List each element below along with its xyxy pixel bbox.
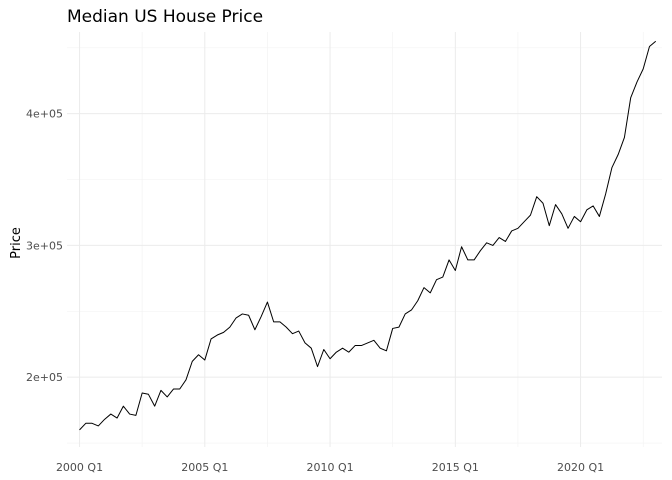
price-series-line [79, 40, 657, 431]
y-tick-label: 4e+05 [26, 108, 63, 121]
x-axis-ticks: 2000 Q1 2005 Q1 2010 Q1 2015 Q1 2020 Q1 [56, 461, 604, 474]
y-tick-label: 2e+05 [26, 371, 63, 384]
y-axis-ticks: 2e+05 3e+05 4e+05 [26, 108, 63, 384]
x-tick-label: 2020 Q1 [557, 461, 604, 474]
chart-title: Median US House Price [67, 7, 263, 27]
y-tick-label: 3e+05 [26, 239, 63, 252]
x-tick-label: 2000 Q1 [56, 461, 103, 474]
y-axis-title: Price [9, 227, 24, 259]
x-tick-label: 2010 Q1 [306, 461, 353, 474]
x-tick-label: 2015 Q1 [432, 461, 479, 474]
grid [67, 32, 662, 447]
x-tick-label: 2005 Q1 [181, 461, 228, 474]
